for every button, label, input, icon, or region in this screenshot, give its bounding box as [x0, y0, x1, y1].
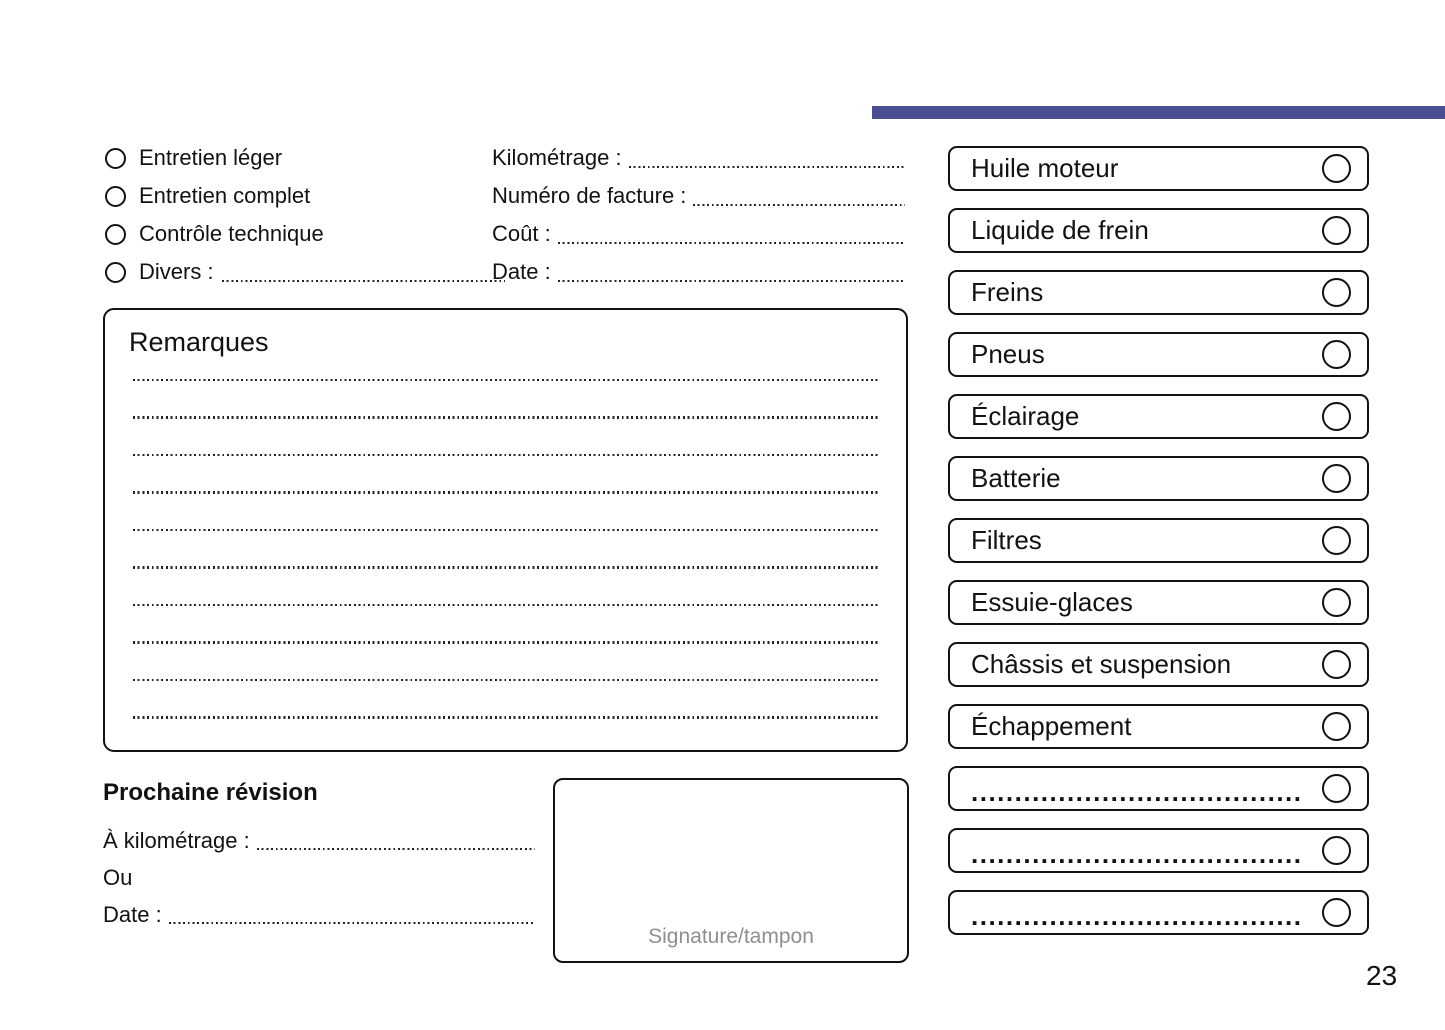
checklist-item-label: Essuie-glaces — [971, 587, 1133, 617]
next-service-title: Prochaine révision — [103, 778, 318, 806]
ruled-line — [133, 603, 880, 607]
field-label: Date : — [492, 259, 551, 284]
checklist-item-freins: Freins — [948, 270, 1369, 315]
next-service-ou: Ou — [103, 859, 535, 896]
checklist-item-huile-moteur: Huile moteur — [948, 146, 1369, 191]
field-label: Numéro de facture : — [492, 183, 687, 208]
checklist-item-label: Liquide de frein — [971, 215, 1149, 245]
ruled-line — [133, 678, 880, 682]
signature-box[interactable]: Signature/tampon — [553, 778, 909, 963]
checklist-item-eclairage: Éclairage — [948, 394, 1369, 439]
fill-line — [557, 279, 905, 282]
checklist-item-blank-3: ...................................... — [948, 890, 1369, 935]
service-type-option-controle-technique: Contrôle technique — [105, 215, 505, 253]
field-a-kilometrage: À kilométrage : — [103, 822, 535, 859]
remarks-box[interactable]: Remarques — [103, 308, 908, 752]
checklist-item-label: Huile moteur — [971, 153, 1119, 183]
checklist-item-liquide-de-frein: Liquide de frein — [948, 208, 1369, 253]
radio-circle-icon[interactable] — [105, 185, 126, 207]
page-number: 23 — [1366, 960, 1398, 991]
field-label: Coût : — [492, 221, 551, 246]
check-circle-icon[interactable] — [1322, 340, 1351, 369]
service-type-option-entretien-complet: Entretien complet — [105, 177, 505, 215]
invoice-fields: Kilométrage : Numéro de facture : Coût :… — [492, 139, 905, 291]
fill-line — [557, 241, 905, 244]
checklist-item-label: Éclairage — [971, 401, 1080, 431]
service-type-label: Entretien complet — [139, 183, 311, 208]
check-circle-icon[interactable] — [1322, 216, 1351, 245]
field-label: À kilométrage : — [103, 827, 250, 853]
radio-circle-icon[interactable] — [105, 147, 126, 169]
check-circle-icon[interactable] — [1322, 526, 1351, 555]
check-circle-icon[interactable] — [1322, 712, 1351, 741]
check-circle-icon[interactable] — [1322, 898, 1351, 927]
check-circle-icon[interactable] — [1322, 402, 1351, 431]
checklist-item-batterie: Batterie — [948, 456, 1369, 501]
checklist: Huile moteur Liquide de frein Freins Pne… — [948, 146, 1369, 952]
fill-line — [168, 921, 535, 924]
checklist-item-label: Batterie — [971, 463, 1061, 493]
checklist-item-label: Freins — [971, 277, 1044, 307]
ruled-line — [133, 491, 880, 494]
radio-circle-icon[interactable] — [105, 261, 126, 283]
check-circle-icon[interactable] — [1322, 774, 1351, 803]
checklist-item-label: ...................................... — [971, 901, 1303, 931]
field-label: Ou — [103, 864, 133, 890]
field-date: Date : — [492, 253, 905, 291]
checklist-item-pneus: Pneus — [948, 332, 1369, 377]
field-cout: Coût : — [492, 215, 905, 253]
checklist-item-blank-2: ...................................... — [948, 828, 1369, 873]
ruled-line — [133, 716, 880, 719]
remarks-lines — [133, 379, 880, 754]
remarks-title: Remarques — [129, 327, 269, 357]
divers-fill-line — [221, 279, 505, 282]
field-label: Kilométrage : — [492, 145, 622, 170]
service-type-options: Entretien léger Entretien complet Contrô… — [105, 139, 505, 291]
checklist-item-label: Filtres — [971, 525, 1042, 555]
service-type-label: Contrôle technique — [139, 221, 324, 246]
radio-circle-icon[interactable] — [105, 223, 126, 245]
checklist-item-blank-1: ...................................... — [948, 766, 1369, 811]
check-circle-icon[interactable] — [1322, 650, 1351, 679]
ruled-line — [133, 453, 880, 457]
check-circle-icon[interactable] — [1322, 278, 1351, 307]
fill-line — [256, 847, 535, 850]
service-type-label: Divers : — [139, 259, 214, 284]
ruled-line — [133, 416, 880, 419]
check-circle-icon[interactable] — [1322, 464, 1351, 493]
checklist-item-filtres: Filtres — [948, 518, 1369, 563]
checklist-item-echappement: Échappement — [948, 704, 1369, 749]
check-circle-icon[interactable] — [1322, 588, 1351, 617]
field-kilometrage: Kilométrage : — [492, 139, 905, 177]
fill-line — [693, 203, 905, 206]
service-type-option-divers: Divers : — [105, 253, 505, 291]
checklist-item-label: ...................................... — [971, 839, 1303, 869]
ruled-line — [133, 641, 880, 644]
checklist-item-label: Châssis et suspension — [971, 649, 1232, 679]
service-type-option-entretien-leger: Entretien léger — [105, 139, 505, 177]
field-label: Date : — [103, 901, 162, 927]
ruled-line — [133, 566, 880, 569]
checklist-item-label: Échappement — [971, 711, 1132, 741]
field-numero-de-facture: Numéro de facture : — [492, 177, 905, 215]
checklist-item-chassis-et-suspension: Châssis et suspension — [948, 642, 1369, 687]
next-service-section: Prochaine révision À kilométrage : Ou Da… — [103, 776, 535, 933]
header-accent-bar — [872, 106, 1445, 119]
check-circle-icon[interactable] — [1322, 154, 1351, 183]
checklist-item-essuie-glaces: Essuie-glaces — [948, 580, 1369, 625]
ruled-line — [133, 379, 880, 382]
check-circle-icon[interactable] — [1322, 836, 1351, 865]
fill-line — [628, 165, 905, 168]
checklist-item-label: Pneus — [971, 339, 1045, 369]
service-type-label: Entretien léger — [139, 145, 283, 170]
field-next-date: Date : — [103, 896, 535, 933]
signature-label: Signature/tampon — [648, 925, 814, 948]
ruled-line — [133, 528, 880, 532]
checklist-item-label: ...................................... — [971, 777, 1303, 807]
